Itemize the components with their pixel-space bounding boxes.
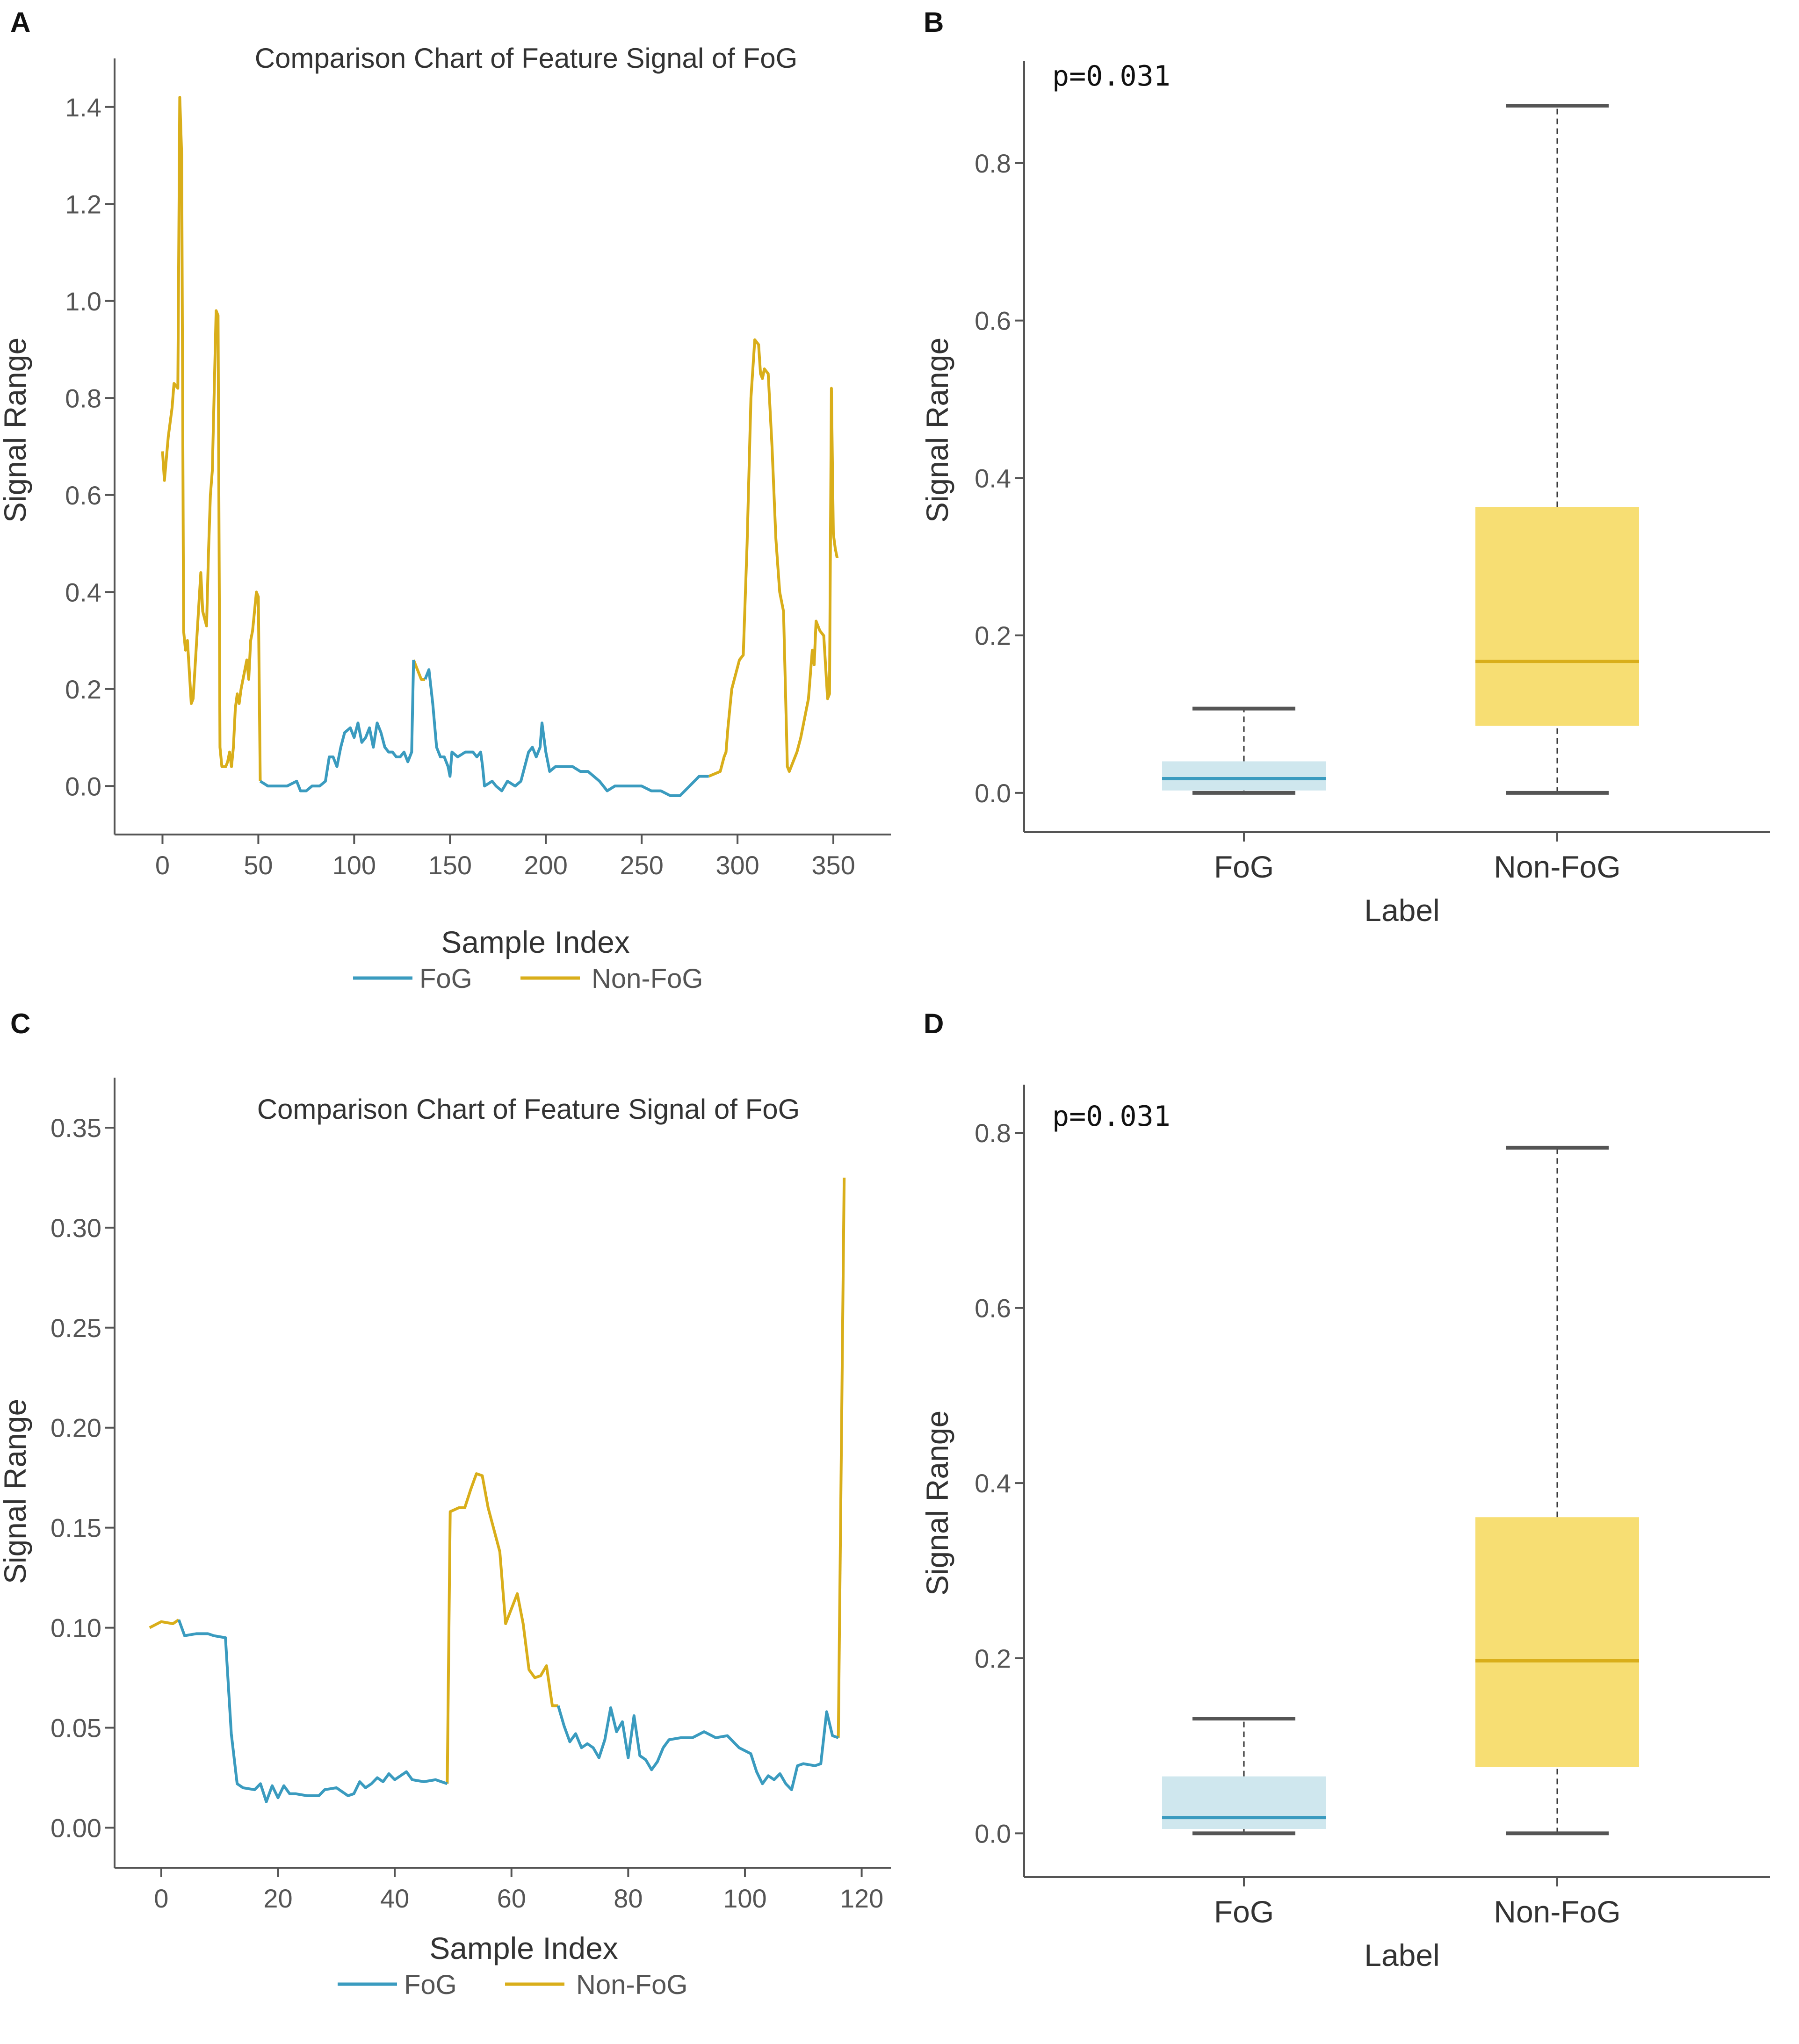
panel-a-x-tick-label: 350 [811, 850, 855, 880]
panel-c-x-tick-label: 60 [497, 1884, 526, 1913]
panel-b-p-value: p=0.031 [1052, 60, 1170, 93]
panel-a-y-tick-label: 0.6 [65, 481, 101, 510]
panel-a-x-tick-label: 100 [332, 850, 376, 880]
panel-a-x-label: Sample Index [441, 925, 630, 959]
panel-a-x-tick-label: 50 [244, 850, 273, 880]
panel-b-box-plot: p=0.031 Label Signal Range 0.0 0.2 0.4 0.6 0… [920, 60, 1770, 928]
panel-d-p-value: p=0.031 [1052, 1100, 1170, 1133]
panel-d-y-label: Signal Range [920, 1411, 954, 1596]
panel-c-nonfog-series-line [837, 1177, 846, 1738]
panel-c-x-tick-label: 100 [723, 1884, 766, 1913]
panel-d-category-label-fog: FoG [1214, 1894, 1274, 1929]
panel-a-legend-nonfog-label: Non-FoG [592, 964, 703, 994]
panel-b-y-tick-label: 0.6 [975, 306, 1011, 336]
panel-c-y-tick-label: 0.30 [51, 1213, 101, 1243]
panel-b-y-tick-label: 0.4 [975, 463, 1011, 493]
panel-a-x-tick-label: 200 [524, 850, 568, 880]
panel-b-category-label-fog: FoG [1214, 849, 1274, 884]
panel-letter-d: D [924, 1008, 944, 1039]
panel-a-fog-series-line [424, 668, 709, 797]
panel-c-x-tick-label: 120 [840, 1884, 883, 1913]
panel-d-category-label-nonfog: Non-FoG [1494, 1894, 1620, 1929]
panel-c-y-tick-label: 0.25 [51, 1313, 101, 1343]
panel-b-fog-box [1162, 761, 1326, 791]
panel-a-y-tick-label: 0.2 [65, 675, 101, 704]
panel-a-nonfog-series-line [161, 96, 262, 781]
panel-d-y-tick-label: 0.4 [975, 1468, 1011, 1498]
panel-c-y-tick-label: 0.00 [51, 1813, 101, 1842]
panel-c-line-chart: Comparison Chart of Feature Signal of Fo… [0, 1078, 891, 2000]
panel-b-y-label: Signal Range [920, 338, 954, 523]
panel-a-x-tick-label: 250 [620, 850, 663, 880]
panel-d-y-tick-label: 0.0 [975, 1819, 1011, 1848]
panel-a-x-tick-label: 300 [715, 850, 759, 880]
panel-c-y-tick-label: 0.35 [51, 1113, 101, 1143]
panel-b-x-label: Label [1364, 893, 1440, 928]
panel-c-legend-fog-label: FoG [404, 1970, 457, 2000]
panel-c-title: Comparison Chart of Feature Signal of Fo… [257, 1094, 800, 1125]
panel-c-x-tick-label: 20 [263, 1884, 292, 1913]
panel-c-fog-series-line [556, 1705, 839, 1792]
panel-a-y-tick-label: 1.0 [65, 287, 101, 316]
panel-a-legend-fog-label: FoG [419, 964, 472, 994]
panel-d-nonfog-box [1475, 1517, 1639, 1767]
panel-a-y-tick-label: 1.2 [65, 189, 101, 219]
panel-a-fog-series-line [259, 660, 415, 792]
panel-c-y-tick-label: 0.20 [51, 1413, 101, 1443]
panel-a-x-tick-label: 0 [155, 850, 170, 880]
panel-a-y-tick-label: 1.4 [65, 93, 101, 122]
panel-a-y-tick-label: 0.4 [65, 577, 101, 607]
panel-c-y-tick-label: 0.10 [51, 1613, 101, 1643]
panel-d-fog-box [1162, 1776, 1326, 1829]
panel-c-nonfog-series-line [446, 1472, 558, 1784]
panel-c-x-tick-label: 80 [614, 1884, 643, 1913]
panel-c-y-tick-label: 0.15 [51, 1513, 101, 1543]
panel-a-y-tick-label: 0.0 [65, 771, 101, 801]
panel-letter-c: C [10, 1008, 30, 1039]
panel-a-title: Comparison Chart of Feature Signal of Fo… [255, 43, 798, 74]
panel-c-legend-nonfog-label: Non-FoG [576, 1970, 688, 2000]
panel-b-y-tick-label: 0.8 [975, 149, 1011, 178]
panel-c-y-label: Signal Range [0, 1399, 32, 1584]
panel-a-y-tick-label: 0.8 [65, 383, 101, 413]
panel-b-y-tick-label: 0.2 [975, 621, 1011, 650]
panel-c-x-tick-label: 40 [380, 1884, 409, 1913]
panel-b-category-label-nonfog: Non-FoG [1494, 849, 1620, 884]
panel-d-y-tick-label: 0.8 [975, 1118, 1011, 1148]
panel-b-y-tick-label: 0.0 [975, 778, 1011, 808]
panel-d-x-label: Label [1364, 1938, 1440, 1972]
panel-a-y-label: Signal Range [0, 338, 32, 523]
panel-d-y-tick-label: 0.2 [975, 1644, 1011, 1673]
panel-a-nonfog-series-line [708, 338, 839, 778]
panel-c-y-tick-label: 0.05 [51, 1713, 101, 1743]
panel-a-nonfog-series-line [412, 659, 425, 681]
panel-letter-b: B [924, 7, 944, 38]
panel-d-box-plot: p=0.031 Label Signal Range 0.0 0.2 0.4 0.6 0… [920, 1085, 1770, 1972]
panel-a-x-tick-label: 150 [428, 850, 472, 880]
panel-c-fog-series-line [177, 1619, 448, 1803]
panel-c-nonfog-series-line [149, 1619, 180, 1629]
panel-c-x-tick-label: 0 [154, 1884, 168, 1913]
panel-d-y-tick-label: 0.6 [975, 1294, 1011, 1323]
panel-c-x-label: Sample Index [429, 1931, 618, 1965]
panel-b-nonfog-box [1475, 507, 1639, 726]
panel-letter-a: A [10, 7, 30, 38]
panel-a-line-chart: Comparison Chart of Feature Signal of Fo… [0, 43, 891, 994]
